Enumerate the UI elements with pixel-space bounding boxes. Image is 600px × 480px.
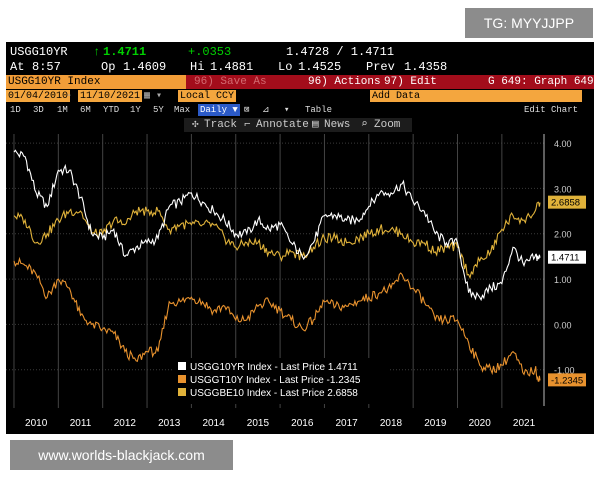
currency-select[interactable]: Local CCY: [178, 90, 237, 102]
chart-legend: USGG10YR Index - Last Price 1.4711 USGGT1…: [174, 358, 388, 404]
chart-type-icon[interactable]: ⊠: [244, 105, 250, 115]
bid-ask: 1.4728 / 1.4711: [286, 45, 395, 59]
legend-entry: USGG10YR Index - Last Price 1.4711: [190, 362, 358, 373]
edit-menu[interactable]: 97) Edit: [384, 76, 437, 88]
quote-line-2: At 8:57 Op 1.4609 Hi 1.4881 Lo 1.4525 Pr…: [6, 59, 594, 75]
x-tick-label: 2016: [291, 418, 314, 429]
quote-line-1: USGG10YR ↑ 1.4711 +.0353 1.4728 / 1.4711: [6, 44, 594, 60]
annotate-icon: ⌐: [244, 119, 251, 131]
tab-6m[interactable]: 6M: [80, 105, 91, 115]
net-change: +.0353: [188, 45, 232, 59]
start-date-input[interactable]: 01/04/2010: [6, 90, 71, 102]
svg-text:2.6858: 2.6858: [551, 198, 580, 209]
actions-menu[interactable]: 96) Actions: [308, 76, 381, 88]
frequency-select[interactable]: Daily ▼: [198, 104, 240, 116]
last-price: 1.4711: [103, 45, 147, 59]
tab-3d[interactable]: 3D: [33, 105, 44, 115]
series-line-usggt10y-index: [13, 256, 541, 382]
time-label: At: [10, 60, 25, 74]
last-price-tag: -1.2345: [548, 373, 586, 387]
y-tick-label: 1.00: [554, 275, 572, 285]
tool-strip: [184, 118, 412, 132]
x-tick-label: 2017: [336, 418, 359, 429]
date-separator: -: [66, 91, 73, 102]
y-tick-label: -1.00: [554, 366, 575, 376]
high-value: 1.4881: [210, 60, 254, 74]
line-style-icon[interactable]: ⊿: [262, 105, 270, 115]
y-tick-label: 4.00: [554, 139, 572, 149]
tab-ytd[interactable]: YTD: [103, 105, 120, 115]
up-arrow-icon: ↑: [93, 45, 101, 59]
x-tick-label: 2013: [158, 418, 181, 429]
last-price-tag: 1.4711: [548, 250, 586, 264]
x-tick-label: 2020: [469, 418, 492, 429]
x-tick-label: 2015: [247, 418, 270, 429]
function-bar: USGG10YR Index 96) Save As 96) Actions 9…: [6, 75, 594, 89]
end-date-input[interactable]: 11/10/2021: [78, 90, 143, 102]
watermark-bottom: www.worlds-blackjack.com: [10, 440, 233, 470]
tab-1m[interactable]: 1M: [57, 105, 68, 115]
prev-label: Prev: [366, 60, 395, 74]
chart-tools: ✣ Track ⌐ Annotate ▤ News ⌕ Zoom: [6, 118, 594, 132]
save-as-button[interactable]: 96) Save As: [194, 76, 267, 88]
zoom-icon: ⌕: [361, 119, 368, 131]
tab-1y[interactable]: 1Y: [130, 105, 141, 115]
svg-text:-1.2345: -1.2345: [551, 375, 583, 386]
x-axis-band: [6, 408, 544, 434]
legend-swatch: [178, 362, 186, 370]
x-tick-label: 2014: [202, 418, 225, 429]
y-tick-label: 2.00: [554, 230, 572, 240]
function-bar-background: [186, 75, 594, 89]
security-field[interactable]: USGG10YR Index: [6, 75, 186, 89]
prev-value: 1.4358: [404, 60, 448, 74]
y-tick-label: 3.00: [554, 184, 572, 194]
table-button[interactable]: Table: [305, 105, 333, 115]
news-icon: ▤: [312, 119, 319, 131]
track-icon: ✣: [192, 119, 199, 131]
series-line-usgg10yr-index: [13, 149, 541, 302]
series-line-usggbe10-index: [13, 201, 541, 280]
x-tick-label: 2010: [25, 418, 48, 429]
add-data-input[interactable]: Add Data: [370, 90, 582, 102]
open-value: 1.4609: [123, 60, 167, 74]
last-price-select[interactable]: ▾: [156, 91, 163, 102]
price-chart[interactable]: 4.00 3.00 2.00 1.00 0.00 -1.00-1.2345 2.6858 1.…: [6, 134, 594, 434]
low-label: Lo: [278, 60, 293, 74]
zoom-button[interactable]: Zoom: [374, 119, 401, 131]
legend-entry: USGGBE10 Index - Last Price 2.6858: [190, 388, 358, 399]
open-label: Op: [101, 60, 116, 74]
news-button[interactable]: News: [324, 119, 351, 131]
tab-max[interactable]: Max: [174, 105, 191, 115]
x-tick-label: 2019: [424, 418, 447, 429]
x-tick-label: 2021: [513, 418, 536, 429]
calendar-icon[interactable]: ▦: [144, 91, 151, 102]
legend-swatch: [178, 388, 186, 396]
x-tick-label: 2012: [114, 418, 137, 429]
annotate-button[interactable]: Annotate: [256, 119, 309, 131]
watermark-top: TG: MYYJJPP: [465, 8, 593, 38]
time-value: 8:57: [32, 60, 61, 74]
track-button[interactable]: Track: [204, 119, 238, 131]
legend-swatch: [178, 375, 186, 383]
y-tick-label: 0.00: [554, 320, 572, 330]
ticker: USGG10YR: [10, 45, 68, 59]
legend-entry: USGGT10Y Index - Last Price -1.2345: [190, 375, 361, 386]
graph-id: G 649: Graph 649: [488, 76, 594, 88]
svg-text:1.4711: 1.4711: [551, 253, 579, 264]
date-range-bar: 01/04/2010 - 11/10/2021 ▦ ▾ Local CCY Ad…: [6, 90, 594, 103]
tab-5y[interactable]: 5Y: [153, 105, 164, 115]
tab-1d[interactable]: 1D: [10, 105, 21, 115]
edit-chart-button[interactable]: Edit Chart: [524, 105, 579, 115]
last-price-tag: 2.6858: [548, 195, 586, 209]
dropdown-icon[interactable]: ▾: [284, 105, 290, 115]
low-value: 1.4525: [298, 60, 342, 74]
legend-box: [174, 358, 388, 404]
period-tabs: 1D 3D 1M 6M YTD 1Y 5Y Max Daily ▼ ⊠ ⊿ ▾ …: [6, 104, 594, 116]
x-tick-label: 2011: [70, 418, 92, 429]
bloomberg-terminal-panel: USGG10YR ↑ 1.4711 +.0353 1.4728 / 1.4711…: [6, 42, 594, 434]
high-label: Hi: [190, 60, 205, 74]
x-tick-label: 2018: [380, 418, 403, 429]
